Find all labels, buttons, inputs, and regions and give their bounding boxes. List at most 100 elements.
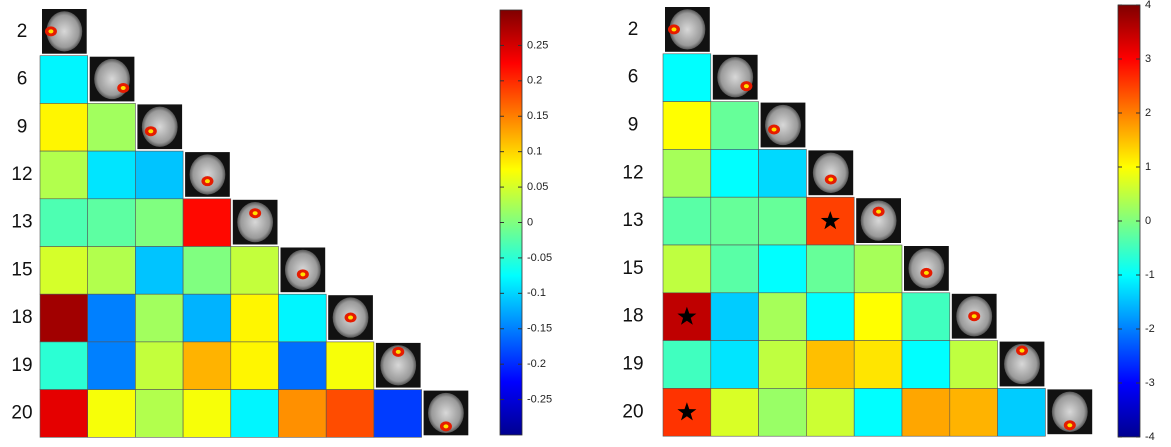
- heatmap-cell: [87, 341, 136, 390]
- row-label: 6: [628, 67, 639, 88]
- heatmap-cell: [949, 388, 998, 437]
- heatmap-cell: [710, 292, 759, 341]
- heatmap-cell: [135, 150, 184, 200]
- row-label: 18: [622, 306, 643, 327]
- heatmap-cell: [853, 292, 903, 341]
- brain-slice: [717, 57, 754, 98]
- heatmap-cell: [39, 389, 89, 438]
- activation-core: [876, 209, 882, 214]
- colorbar-tick-label: -0.25: [527, 393, 552, 405]
- heatmap-cell: [710, 244, 759, 294]
- heatmap-cell: [710, 101, 759, 150]
- activation-core: [1019, 348, 1025, 353]
- brain-slice: [765, 104, 801, 146]
- activation-core: [743, 84, 749, 89]
- row-label: 19: [622, 354, 643, 375]
- activation-core: [120, 85, 126, 90]
- heatmap-cell: [39, 103, 89, 152]
- row-label: 13: [11, 212, 32, 233]
- heatmap-cell: [39, 246, 89, 295]
- heatmap-cell: [710, 340, 759, 389]
- heatmap-cell: [87, 293, 136, 343]
- heatmap-cell: [278, 293, 327, 343]
- heatmap-cell: [182, 198, 232, 247]
- heatmap-cell: [87, 198, 136, 247]
- colorbar-tick-label: -4: [1145, 431, 1155, 442]
- brain-slice: [1051, 391, 1088, 432]
- heatmap-cell: [182, 341, 232, 390]
- heatmap-cell: [901, 388, 951, 437]
- row-label: 13: [622, 210, 643, 231]
- heatmap-cell: [39, 55, 89, 104]
- heatmap-cell: [758, 340, 807, 389]
- activation-core: [148, 129, 154, 134]
- heatmap-cell: [39, 293, 89, 343]
- heatmap-cell: [182, 389, 232, 438]
- heatmap-cell: [758, 292, 807, 341]
- colorbar-tick-label: 0: [1145, 215, 1151, 227]
- heatmap-cell: [758, 149, 807, 198]
- heatmap-cell: [710, 196, 759, 246]
- activation-core: [252, 211, 258, 216]
- heatmap-cell: [278, 389, 327, 438]
- row-label: 12: [622, 162, 643, 183]
- row-label: 15: [11, 259, 32, 280]
- heatmap-cell: [997, 388, 1046, 437]
- heatmap-cell: [87, 103, 136, 152]
- brain-slice: [380, 345, 417, 386]
- heatmap-cell: [853, 244, 903, 294]
- heatmap-cell: [182, 293, 232, 343]
- heatmap-cell: [135, 341, 184, 390]
- heatmap-cell: [662, 101, 712, 150]
- heatmap-cell: [758, 388, 807, 437]
- heatmap-cell: [806, 244, 855, 294]
- heatmap-cell: [373, 389, 422, 438]
- heatmap-cell: [806, 388, 855, 437]
- brain-slice: [46, 11, 83, 52]
- brain-slice: [189, 154, 226, 195]
- heatmap-cell: [662, 340, 712, 389]
- colorbar-tick-label: 0.1: [527, 146, 542, 158]
- heatmap-cell: [853, 340, 903, 389]
- row-label: 20: [11, 402, 32, 423]
- activation-core: [48, 29, 54, 34]
- brain-slice: [141, 106, 178, 147]
- row-label: 9: [17, 116, 28, 137]
- heatmap-cell: [901, 292, 951, 341]
- brain-slice: [94, 58, 130, 100]
- brain-slice: [237, 202, 274, 243]
- row-label: 20: [622, 401, 643, 422]
- heatmap-cell: [87, 150, 136, 200]
- row-label: 15: [622, 258, 643, 279]
- colorbar-tick-label: 3: [1145, 53, 1151, 65]
- significance-star: [820, 211, 840, 230]
- activation-core: [1067, 423, 1073, 428]
- row-label: 18: [11, 307, 32, 328]
- row-label: 9: [628, 115, 639, 136]
- heatmap-cell: [87, 246, 136, 295]
- heatmap-cell: [325, 341, 375, 390]
- colorbar-tick-label: 0: [527, 216, 533, 228]
- colorbar-tick-label: 2: [1145, 107, 1151, 119]
- brain-slice: [669, 9, 706, 50]
- heatmap-cell: [901, 340, 951, 389]
- row-label: 2: [628, 19, 639, 40]
- colorbar-tick-label: -3: [1145, 377, 1155, 389]
- colorbar-tick-label: -2: [1145, 323, 1155, 335]
- activation-core: [204, 179, 210, 184]
- heatmap-cell: [135, 198, 184, 247]
- heatmap-cell: [39, 198, 89, 247]
- heatmap-cell: [230, 293, 279, 343]
- activation-core: [923, 270, 929, 275]
- heatmap-cell: [325, 389, 375, 438]
- heatmap-cell: [230, 341, 279, 390]
- colorbar-tick-label: -0.2: [527, 358, 546, 370]
- heatmap-cell: [662, 149, 712, 198]
- activation-core: [971, 314, 977, 319]
- heatmap-cell: [39, 341, 89, 390]
- heatmap-cell: [230, 246, 279, 295]
- row-label: 19: [11, 355, 32, 376]
- heatmap-cell: [662, 196, 712, 246]
- row-label: 12: [11, 164, 32, 185]
- activation-core: [671, 27, 677, 32]
